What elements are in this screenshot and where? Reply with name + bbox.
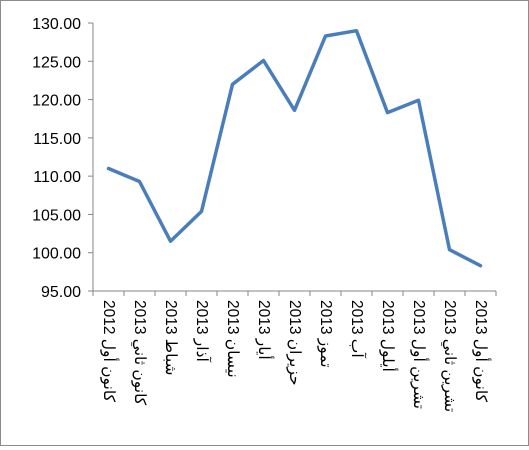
- x-tick-label: أيار 2013: [255, 300, 275, 360]
- x-tick-label: تشرين أول 2013: [410, 300, 430, 409]
- x-tick-label: كانون ثاني 2013: [131, 300, 148, 406]
- x-axis-labels: كانون أول 2012 كانون ثاني 2013 شباط 2013 آذ…: [100, 300, 492, 412]
- x-tick-label: حزيران 2013: [286, 300, 303, 385]
- x-tick-label: آب 2013: [348, 300, 368, 359]
- x-tick-label: كانون أول 2012: [100, 300, 120, 403]
- y-tick-label: 110.00: [33, 169, 81, 186]
- x-tick-label: نيسان 2013: [224, 300, 241, 378]
- y-axis-labels: 95.00 100.00 105.00 110.00 115.00 120.00 125.0…: [32, 16, 81, 301]
- y-tick-label: 130.00: [32, 16, 81, 33]
- y-tick-label: 100.00: [32, 246, 81, 263]
- x-tick-label: أيلول 2013: [379, 300, 399, 372]
- y-tick-label: 125.00: [32, 54, 81, 71]
- x-tick-label: تشرين ثاني 2013: [441, 300, 458, 412]
- y-tick-label: 95.00: [41, 284, 81, 301]
- y-tick-label: 105.00: [32, 207, 81, 224]
- series-line: [109, 31, 481, 266]
- series-layer: [108, 31, 480, 266]
- x-tick-label: آذار 2013: [193, 300, 213, 363]
- x-tick-label: تموز 2013: [317, 300, 334, 368]
- x-tick-label: شباط 2013: [162, 300, 179, 376]
- y-axis-ticks: [88, 23, 93, 291]
- y-tick-label: 115.00: [33, 131, 81, 148]
- x-tick-label: كانون أول 2013: [472, 300, 492, 403]
- y-tick-label: 120.00: [32, 93, 81, 110]
- x-axis-ticks: [93, 291, 496, 296]
